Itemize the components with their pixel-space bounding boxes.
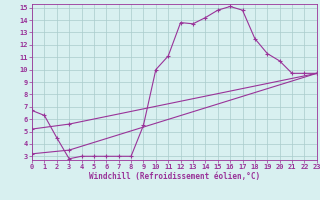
X-axis label: Windchill (Refroidissement éolien,°C): Windchill (Refroidissement éolien,°C) [89, 172, 260, 181]
